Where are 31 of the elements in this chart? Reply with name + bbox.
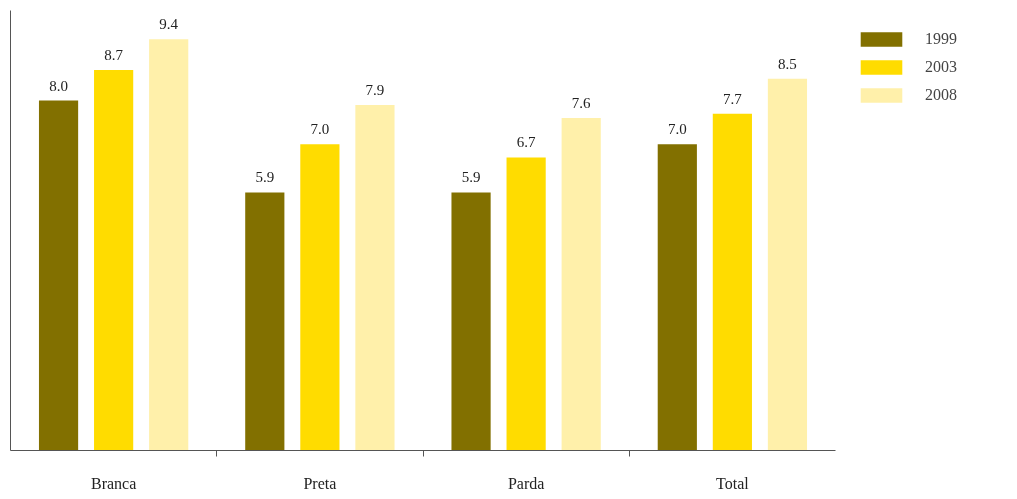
data-label: 5.9 bbox=[255, 169, 275, 186]
data-label: 8.7 bbox=[104, 46, 124, 63]
bar bbox=[657, 144, 697, 451]
bar bbox=[149, 39, 189, 451]
data-label: 7.0 bbox=[667, 121, 687, 138]
bar bbox=[767, 78, 808, 451]
legend-label: 1999 bbox=[925, 30, 957, 48]
data-label: 5.9 bbox=[461, 169, 481, 186]
legend-label: 2008 bbox=[925, 86, 957, 104]
x-tick-label: Total bbox=[716, 474, 750, 492]
x-tick-label: Branca bbox=[90, 474, 137, 492]
data-label: 8.0 bbox=[49, 77, 68, 94]
data-label: 9.4 bbox=[159, 16, 179, 33]
data-label: 8.5 bbox=[778, 55, 797, 72]
data-label: 7.9 bbox=[365, 81, 385, 98]
x-tick-label: Preta bbox=[303, 474, 337, 492]
x-tick-label: Parda bbox=[507, 474, 545, 492]
bar bbox=[355, 104, 395, 451]
bar bbox=[245, 192, 285, 451]
data-label: 7.7 bbox=[723, 90, 743, 107]
data-label: 7.6 bbox=[571, 95, 592, 112]
bar bbox=[712, 113, 752, 451]
data-label: 6.7 bbox=[516, 134, 536, 151]
bar bbox=[38, 100, 79, 451]
bar bbox=[300, 144, 340, 451]
bar bbox=[506, 157, 546, 451]
bar bbox=[561, 118, 601, 451]
legend-label: 2003 bbox=[925, 58, 957, 76]
bar bbox=[451, 192, 491, 451]
bar bbox=[94, 69, 134, 451]
data-label: 7.0 bbox=[310, 121, 330, 138]
